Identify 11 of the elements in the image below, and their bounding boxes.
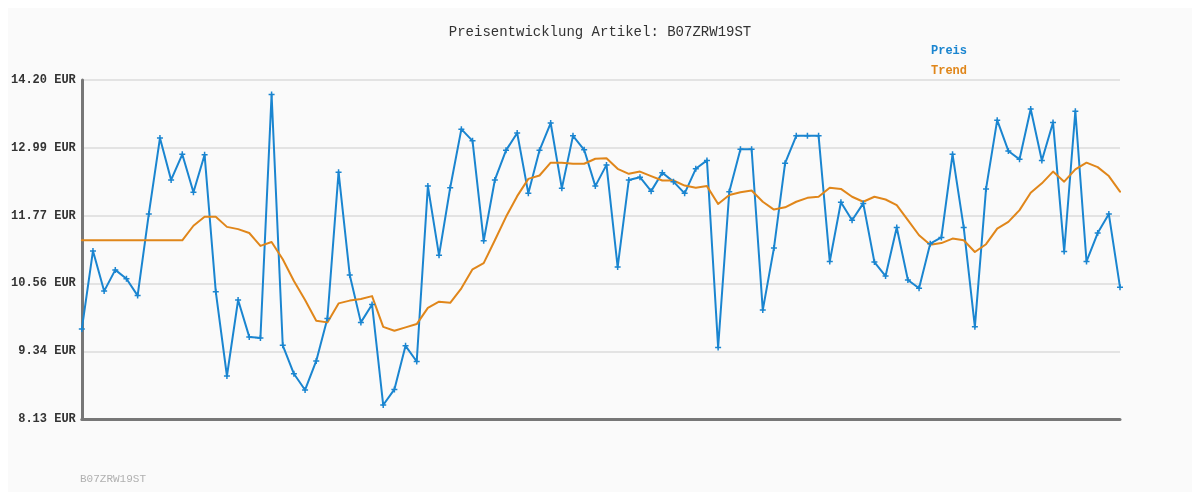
- y-tick-label: 10.56 EUR: [11, 276, 77, 291]
- y-tick-label: 14.20 EUR: [11, 73, 77, 87]
- y-tick-label: 11.77 EUR: [11, 208, 77, 223]
- chart-title: Preisentwicklung Artikel: B07ZRW19ST: [448, 24, 752, 40]
- y-tick-label: 9.34 EUR: [18, 344, 77, 359]
- line-series: [80, 157, 1121, 332]
- text: B07ZRW19ST: [80, 472, 147, 485]
- y-tick-label: 8.13 EUR: [18, 412, 77, 426]
- y-tick-label: 12.99 EUR: [11, 140, 77, 155]
- text: Trend: [930, 64, 968, 78]
- text: Preis: [930, 44, 968, 58]
